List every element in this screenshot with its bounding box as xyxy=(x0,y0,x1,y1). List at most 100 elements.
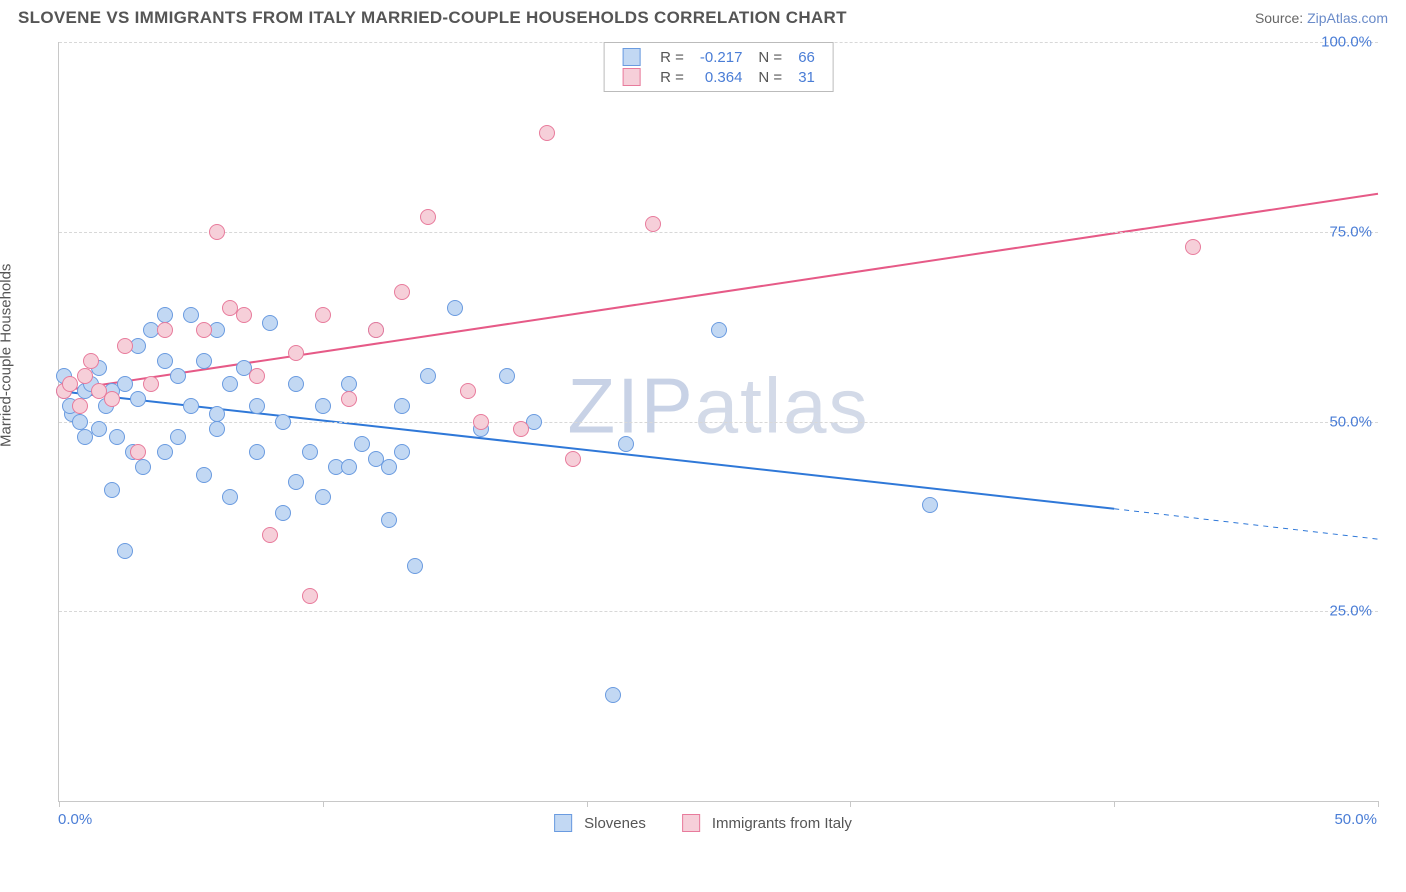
legend-r-label: R = xyxy=(652,47,692,67)
legend-series: Slovenes Immigrants from Italy xyxy=(554,814,852,832)
x-tick xyxy=(1114,801,1115,807)
data-point-slovenes[interactable] xyxy=(302,444,318,460)
data-point-italy[interactable] xyxy=(368,322,384,338)
data-point-slovenes[interactable] xyxy=(275,414,291,430)
data-point-slovenes[interactable] xyxy=(157,353,173,369)
x-tick xyxy=(850,801,851,807)
data-point-slovenes[interactable] xyxy=(91,421,107,437)
legend-swatch-slovenes xyxy=(554,814,572,832)
trendline-italy xyxy=(59,194,1378,391)
data-point-slovenes[interactable] xyxy=(183,307,199,323)
data-point-slovenes[interactable] xyxy=(499,368,515,384)
data-point-italy[interactable] xyxy=(72,398,88,414)
data-point-slovenes[interactable] xyxy=(420,368,436,384)
legend-swatch-slovenes xyxy=(622,48,640,66)
x-tick-label: 50.0% xyxy=(1334,811,1377,828)
data-point-slovenes[interactable] xyxy=(394,444,410,460)
data-point-italy[interactable] xyxy=(262,527,278,543)
data-point-slovenes[interactable] xyxy=(157,444,173,460)
data-point-slovenes[interactable] xyxy=(381,512,397,528)
gridline-h xyxy=(59,232,1378,233)
data-point-italy[interactable] xyxy=(341,391,357,407)
y-tick-label: 100.0% xyxy=(1321,34,1372,51)
data-point-slovenes[interactable] xyxy=(354,436,370,452)
data-point-slovenes[interactable] xyxy=(135,459,151,475)
data-point-slovenes[interactable] xyxy=(72,414,88,430)
data-point-slovenes[interactable] xyxy=(447,300,463,316)
data-point-slovenes[interactable] xyxy=(157,307,173,323)
data-point-italy[interactable] xyxy=(565,451,581,467)
data-point-italy[interactable] xyxy=(302,588,318,604)
data-point-slovenes[interactable] xyxy=(288,376,304,392)
data-point-italy[interactable] xyxy=(77,368,93,384)
data-point-italy[interactable] xyxy=(288,345,304,361)
data-point-slovenes[interactable] xyxy=(196,353,212,369)
data-point-slovenes[interactable] xyxy=(711,322,727,338)
data-point-italy[interactable] xyxy=(130,444,146,460)
gridline-h xyxy=(59,422,1378,423)
data-point-slovenes[interactable] xyxy=(341,459,357,475)
data-point-slovenes[interactable] xyxy=(209,406,225,422)
data-point-slovenes[interactable] xyxy=(605,687,621,703)
data-point-slovenes[interactable] xyxy=(104,482,120,498)
data-point-slovenes[interactable] xyxy=(249,444,265,460)
data-point-italy[interactable] xyxy=(236,307,252,323)
data-point-slovenes[interactable] xyxy=(262,315,278,331)
data-point-slovenes[interactable] xyxy=(341,376,357,392)
data-point-slovenes[interactable] xyxy=(117,376,133,392)
legend-item-italy[interactable]: Immigrants from Italy xyxy=(682,814,852,832)
legend-r-label: R = xyxy=(652,67,692,87)
legend-row-slovenes: R =-0.217N =66 xyxy=(614,47,823,67)
data-point-italy[interactable] xyxy=(394,284,410,300)
data-point-slovenes[interactable] xyxy=(196,467,212,483)
data-point-italy[interactable] xyxy=(539,125,555,141)
data-point-italy[interactable] xyxy=(645,216,661,232)
data-point-italy[interactable] xyxy=(473,414,489,430)
data-point-italy[interactable] xyxy=(157,322,173,338)
data-point-slovenes[interactable] xyxy=(618,436,634,452)
legend-label-slovenes: Slovenes xyxy=(584,815,646,832)
data-point-slovenes[interactable] xyxy=(170,429,186,445)
chart-container: Married-couple Households ZIPatlas R =-0… xyxy=(18,32,1388,862)
data-point-italy[interactable] xyxy=(249,368,265,384)
data-point-slovenes[interactable] xyxy=(209,421,225,437)
data-point-slovenes[interactable] xyxy=(288,474,304,490)
watermark: ZIPatlas xyxy=(567,361,869,452)
data-point-slovenes[interactable] xyxy=(170,368,186,384)
data-point-italy[interactable] xyxy=(83,353,99,369)
data-point-slovenes[interactable] xyxy=(222,489,238,505)
data-point-italy[interactable] xyxy=(209,224,225,240)
data-point-slovenes[interactable] xyxy=(315,489,331,505)
data-point-italy[interactable] xyxy=(1185,239,1201,255)
legend-n-label: N = xyxy=(750,47,790,67)
data-point-slovenes[interactable] xyxy=(249,398,265,414)
data-point-slovenes[interactable] xyxy=(394,398,410,414)
data-point-italy[interactable] xyxy=(513,421,529,437)
data-point-slovenes[interactable] xyxy=(222,376,238,392)
data-point-slovenes[interactable] xyxy=(183,398,199,414)
data-point-italy[interactable] xyxy=(196,322,212,338)
source-attribution: Source: ZipAtlas.com xyxy=(1255,10,1388,26)
data-point-italy[interactable] xyxy=(117,338,133,354)
x-tick xyxy=(1378,801,1379,807)
data-point-slovenes[interactable] xyxy=(922,497,938,513)
x-tick xyxy=(59,801,60,807)
data-point-italy[interactable] xyxy=(143,376,159,392)
data-point-slovenes[interactable] xyxy=(381,459,397,475)
data-point-slovenes[interactable] xyxy=(130,391,146,407)
data-point-slovenes[interactable] xyxy=(109,429,125,445)
data-point-slovenes[interactable] xyxy=(407,558,423,574)
data-point-italy[interactable] xyxy=(62,376,78,392)
y-tick-label: 25.0% xyxy=(1329,603,1372,620)
legend-n-value: 31 xyxy=(790,67,823,87)
data-point-slovenes[interactable] xyxy=(275,505,291,521)
legend-item-slovenes[interactable]: Slovenes xyxy=(554,814,646,832)
data-point-italy[interactable] xyxy=(104,391,120,407)
data-point-italy[interactable] xyxy=(420,209,436,225)
gridline-h xyxy=(59,611,1378,612)
data-point-slovenes[interactable] xyxy=(315,398,331,414)
data-point-italy[interactable] xyxy=(315,307,331,323)
source-link[interactable]: ZipAtlas.com xyxy=(1307,10,1388,26)
data-point-slovenes[interactable] xyxy=(117,543,133,559)
data-point-italy[interactable] xyxy=(460,383,476,399)
